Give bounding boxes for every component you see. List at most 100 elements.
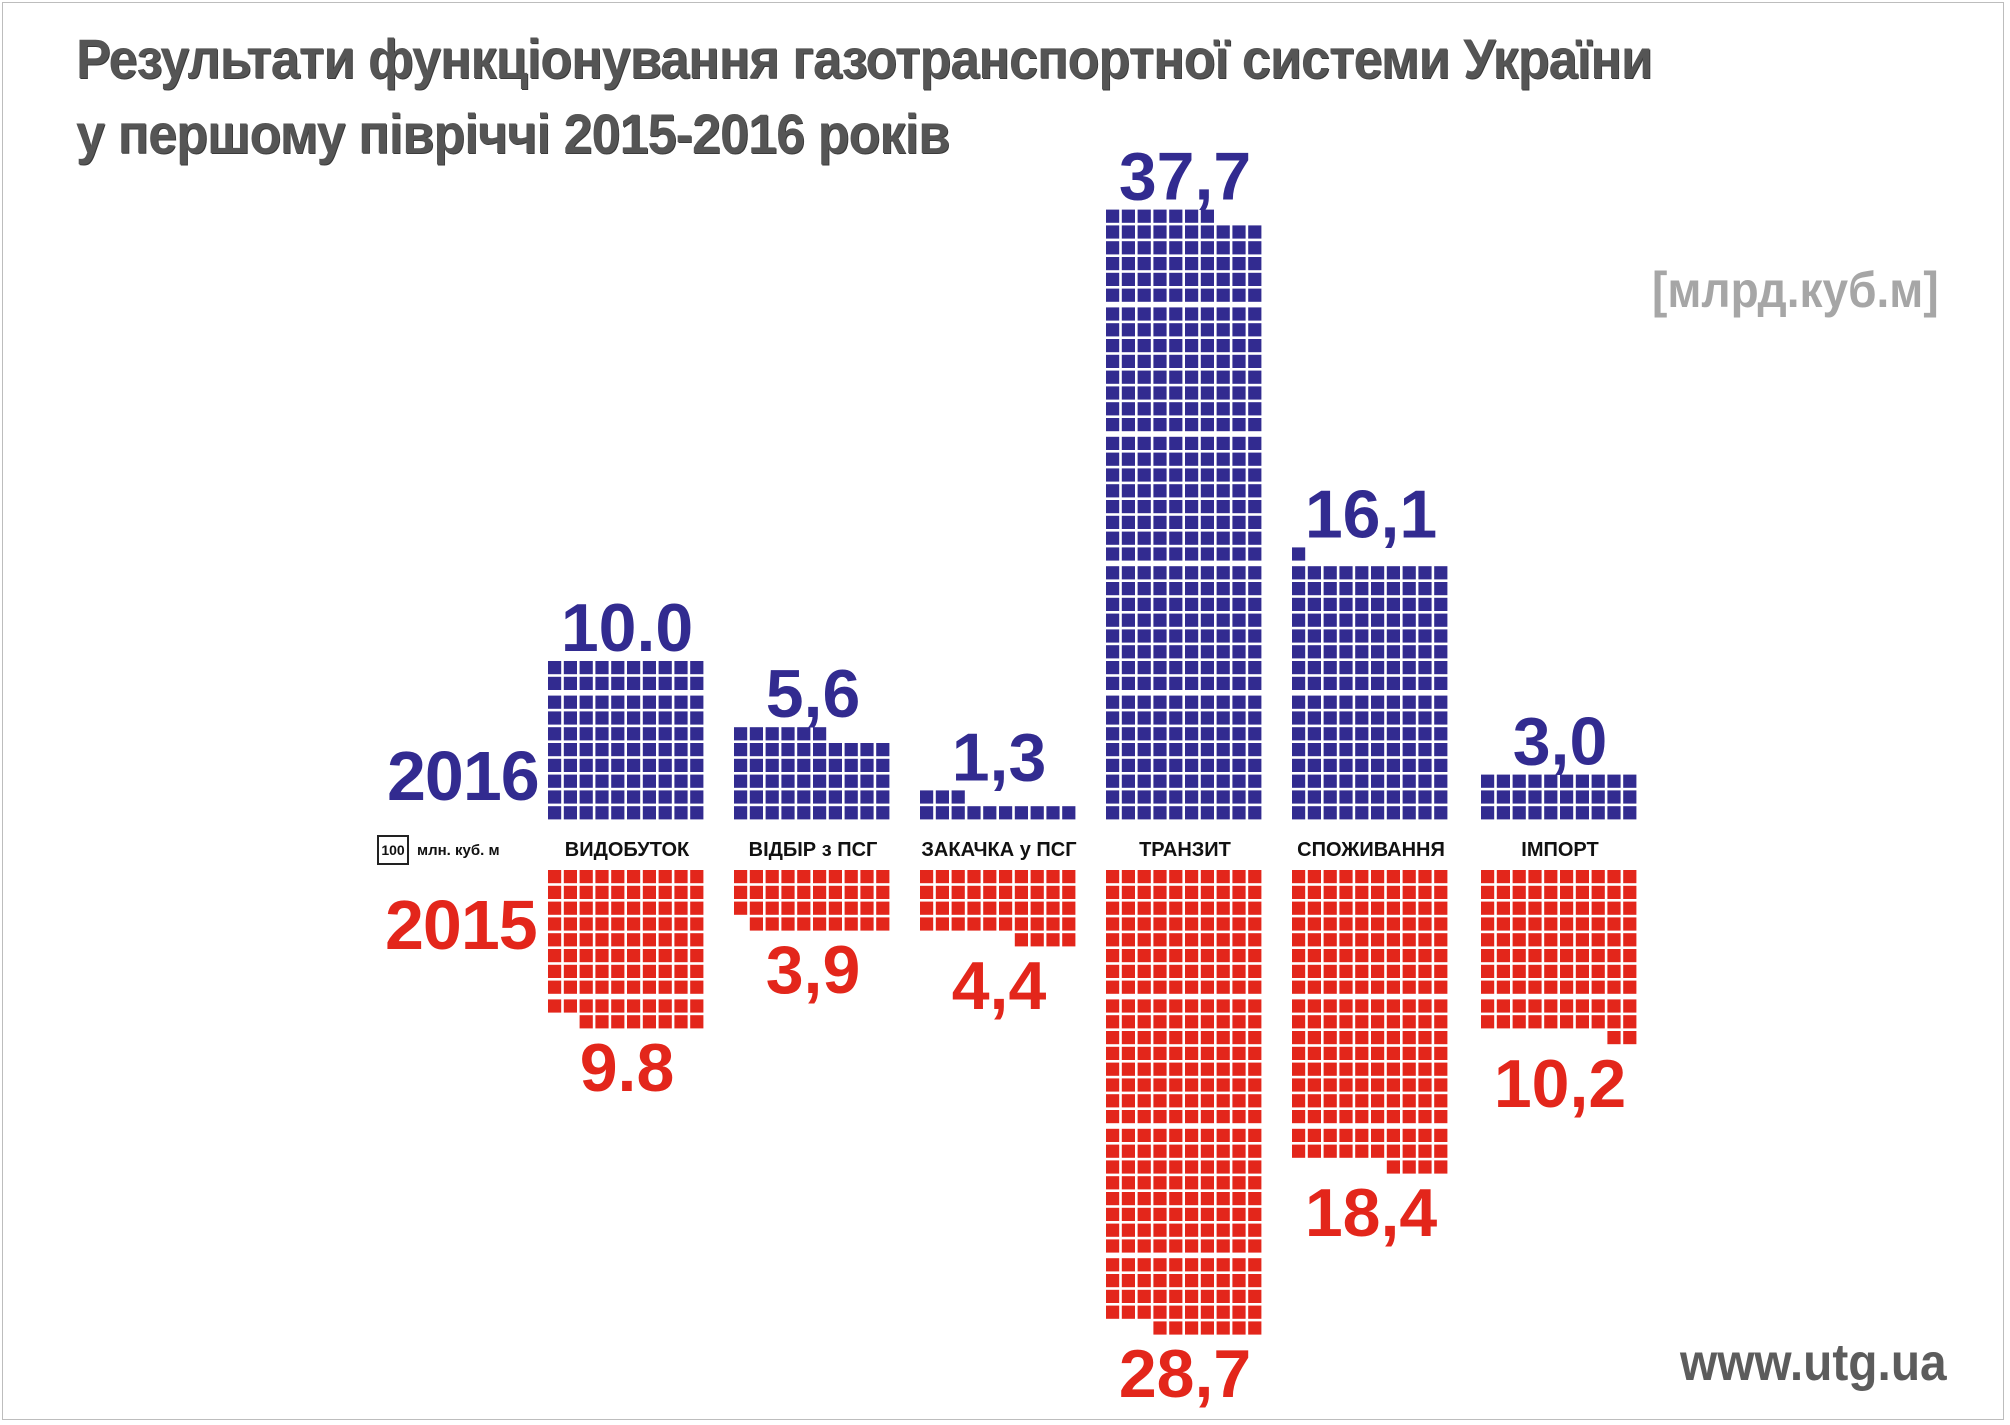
unit-square [1137, 370, 1151, 384]
unit-square [1200, 1305, 1214, 1319]
unit-square [1169, 1160, 1183, 1174]
unit-square [1323, 774, 1337, 788]
unit-square [1137, 1160, 1151, 1174]
unit-square [1371, 1015, 1385, 1029]
unit-square [1216, 436, 1230, 450]
unit-square [1623, 999, 1637, 1013]
unit-square [1121, 1289, 1135, 1303]
unit-square [1106, 629, 1120, 643]
unit-square [627, 933, 641, 947]
unit-square [1355, 566, 1369, 580]
unit-square [1185, 531, 1199, 545]
bar-2016-1 [548, 661, 704, 820]
unit-square [876, 774, 890, 788]
unit-square [1137, 1289, 1151, 1303]
unit-square [1402, 695, 1416, 709]
unit-square [1323, 870, 1337, 884]
unit-square [1185, 484, 1199, 498]
unit-square [1185, 917, 1199, 931]
unit-square [1232, 515, 1246, 529]
unit-square [627, 661, 641, 675]
unit-square [1418, 964, 1432, 978]
unit-square [563, 917, 577, 931]
unit-square [611, 711, 625, 725]
unit-square [1355, 661, 1369, 675]
unit-square [1137, 1192, 1151, 1206]
unit-square [1544, 774, 1558, 788]
unit-square [765, 790, 779, 804]
unit-square [1307, 1062, 1321, 1076]
unit-square [1248, 727, 1262, 741]
unit-square [674, 870, 688, 884]
unit-square [548, 661, 562, 675]
unit-square [1106, 323, 1120, 337]
unit-square [1169, 870, 1183, 884]
unit-square [1216, 933, 1230, 947]
unit-square [1623, 774, 1637, 788]
unit-square [1402, 1128, 1416, 1142]
unit-square [1355, 758, 1369, 772]
unit-square [1137, 1062, 1151, 1076]
unit-square [579, 806, 593, 820]
unit-square [1185, 339, 1199, 353]
unit-square [1355, 1078, 1369, 1092]
unit-square [1153, 1176, 1167, 1190]
unit-square [1106, 531, 1120, 545]
unit-square [844, 917, 858, 931]
unit-square [690, 980, 704, 994]
unit-square [1200, 1128, 1214, 1142]
unit-square [935, 885, 949, 899]
unit-square [1623, 790, 1637, 804]
unit-square [642, 743, 656, 757]
unit-square [1046, 933, 1060, 947]
unit-square [1402, 949, 1416, 963]
unit-square [860, 901, 874, 915]
unit-square [1121, 1258, 1135, 1272]
unit-square [1544, 1015, 1558, 1029]
unit-square [967, 901, 981, 915]
value-label-2016: 3,0 [1513, 704, 1608, 780]
unit-square [1185, 695, 1199, 709]
unit-square [1481, 774, 1495, 788]
unit-square [1185, 1144, 1199, 1158]
unit-square [1418, 870, 1432, 884]
unit-square [1153, 1321, 1167, 1335]
unit-square [797, 901, 811, 915]
unit-square [1137, 727, 1151, 741]
unit-square [1185, 870, 1199, 884]
unit-square [1248, 711, 1262, 725]
unit-square [1355, 1062, 1369, 1076]
unit-square [1169, 629, 1183, 643]
unit-square [1169, 1223, 1183, 1237]
unit-square [595, 917, 609, 931]
unit-square [1607, 1031, 1621, 1045]
unit-square [1248, 1207, 1262, 1221]
unit-square [1121, 1128, 1135, 1142]
unit-square [1200, 225, 1214, 239]
unit-square [1355, 964, 1369, 978]
unit-square [1137, 743, 1151, 757]
unit-square [1386, 980, 1400, 994]
unit-square [1169, 1274, 1183, 1288]
unit-square [1248, 629, 1262, 643]
unit-square [1121, 901, 1135, 915]
unit-square [1371, 1031, 1385, 1045]
unit-square [1153, 257, 1167, 271]
unit-square [1248, 870, 1262, 884]
unit-square [1402, 582, 1416, 596]
unit-square [765, 774, 779, 788]
unit-square [1418, 999, 1432, 1013]
unit-square [1216, 661, 1230, 675]
unit-square [1137, 933, 1151, 947]
unit-square [1371, 597, 1385, 611]
unit-square [734, 870, 748, 884]
unit-square [1169, 695, 1183, 709]
unit-square [1169, 806, 1183, 820]
unit-square [1248, 1223, 1262, 1237]
unit-square [611, 999, 625, 1013]
unit-square [1185, 1110, 1199, 1124]
unit-square [1106, 1094, 1120, 1108]
unit-square [813, 743, 827, 757]
unit-square [1402, 964, 1416, 978]
